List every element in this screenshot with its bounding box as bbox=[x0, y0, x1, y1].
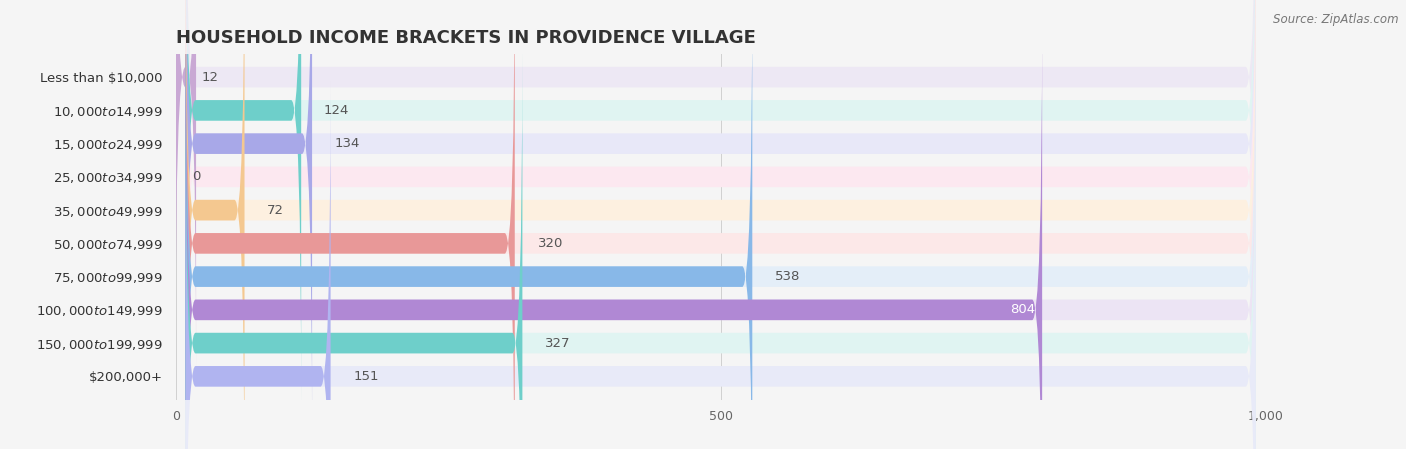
Text: 0: 0 bbox=[193, 170, 201, 183]
Text: 320: 320 bbox=[537, 237, 562, 250]
Text: Source: ZipAtlas.com: Source: ZipAtlas.com bbox=[1274, 13, 1399, 26]
Text: 124: 124 bbox=[323, 104, 349, 117]
Text: 538: 538 bbox=[775, 270, 800, 283]
Text: 151: 151 bbox=[353, 370, 378, 383]
Text: 12: 12 bbox=[202, 70, 219, 84]
FancyBboxPatch shape bbox=[186, 0, 1256, 372]
FancyBboxPatch shape bbox=[186, 48, 523, 449]
FancyBboxPatch shape bbox=[186, 0, 1256, 449]
FancyBboxPatch shape bbox=[186, 0, 515, 449]
FancyBboxPatch shape bbox=[186, 0, 1256, 449]
FancyBboxPatch shape bbox=[186, 0, 312, 438]
FancyBboxPatch shape bbox=[186, 0, 301, 405]
FancyBboxPatch shape bbox=[186, 0, 752, 449]
FancyBboxPatch shape bbox=[186, 82, 330, 449]
FancyBboxPatch shape bbox=[186, 82, 1256, 449]
FancyBboxPatch shape bbox=[186, 0, 1256, 438]
Text: 327: 327 bbox=[546, 337, 571, 350]
Text: 134: 134 bbox=[335, 137, 360, 150]
FancyBboxPatch shape bbox=[186, 0, 245, 449]
Text: HOUSEHOLD INCOME BRACKETS IN PROVIDENCE VILLAGE: HOUSEHOLD INCOME BRACKETS IN PROVIDENCE … bbox=[176, 29, 755, 47]
FancyBboxPatch shape bbox=[186, 0, 1256, 449]
FancyBboxPatch shape bbox=[186, 48, 1256, 449]
Text: 72: 72 bbox=[267, 204, 284, 216]
FancyBboxPatch shape bbox=[186, 15, 1042, 449]
FancyBboxPatch shape bbox=[186, 0, 1256, 405]
FancyBboxPatch shape bbox=[186, 15, 1256, 449]
FancyBboxPatch shape bbox=[186, 0, 1256, 449]
Text: 804: 804 bbox=[1011, 304, 1035, 317]
FancyBboxPatch shape bbox=[176, 0, 195, 372]
